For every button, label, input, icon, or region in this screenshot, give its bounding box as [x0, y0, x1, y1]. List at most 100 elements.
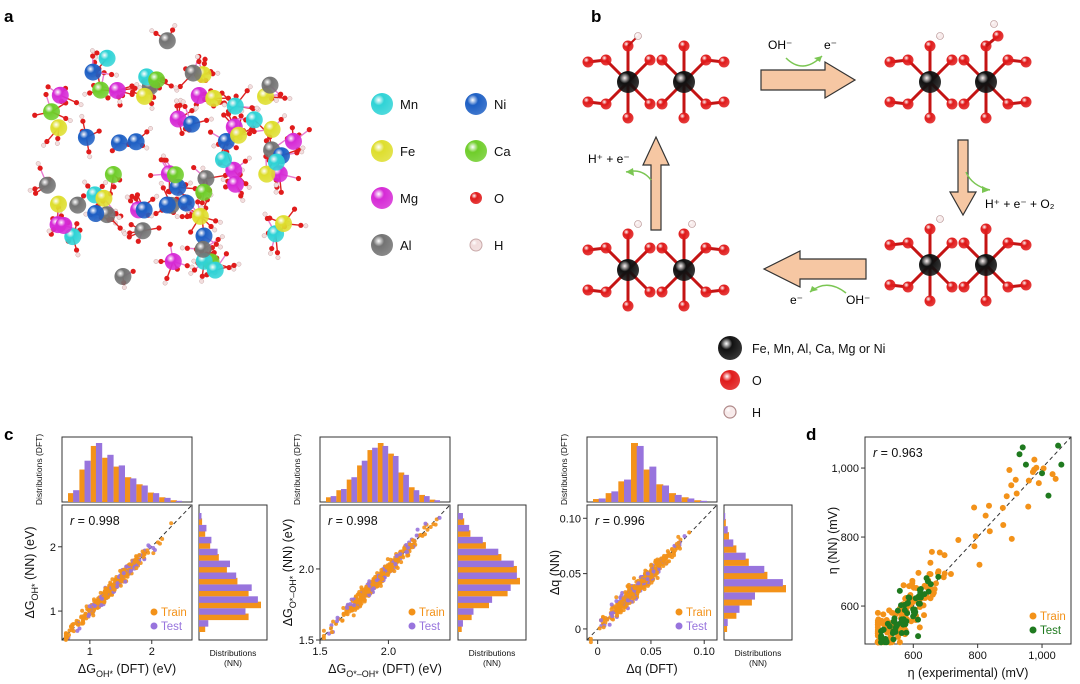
data-point-test	[124, 564, 129, 569]
data-point-train	[632, 586, 637, 591]
correlation-label: r = 0.963	[873, 446, 923, 460]
panel-label-c: c	[4, 425, 13, 444]
oxygen-atom	[289, 125, 295, 131]
oxygen-atom	[32, 186, 38, 192]
oxygen-atom	[1002, 98, 1014, 110]
legend-label-train: Train	[419, 607, 445, 619]
data-point-train	[134, 555, 139, 560]
hist-right-bar-test	[724, 513, 726, 521]
data-point-train	[928, 548, 935, 555]
oxygen-atom	[249, 105, 255, 111]
hydrogen-atom	[180, 99, 186, 105]
data-point-test	[371, 586, 376, 591]
data-point-test	[915, 633, 922, 640]
oxygen-atom	[924, 295, 936, 307]
data-point-test	[398, 552, 403, 557]
data-point-train	[87, 607, 92, 612]
oxygen-atom	[298, 222, 304, 228]
oxygen-atom	[1020, 96, 1032, 108]
oxygen-atom	[153, 210, 159, 217]
data-point-train	[82, 615, 87, 620]
oxygen-atom	[213, 218, 219, 224]
hist-top-bar-train	[618, 481, 626, 502]
hydrogen-atom	[262, 211, 268, 217]
data-point-train	[1025, 503, 1032, 510]
hydrogen-atom	[220, 177, 226, 182]
data-point-train	[359, 587, 364, 592]
hydrogen-atom	[275, 255, 281, 261]
data-point-test	[878, 632, 885, 639]
hist-top-bar-train	[631, 443, 638, 502]
oxygen-atom	[63, 115, 69, 122]
oxygen-atom	[32, 190, 39, 196]
metal-atom	[617, 259, 639, 281]
hydrogen-atom	[300, 145, 306, 151]
legend-label-fe: Fe	[400, 144, 415, 159]
arrow-up	[642, 135, 670, 231]
oxygen-atom	[135, 238, 141, 244]
data-point-test	[1058, 461, 1065, 468]
oxygen-atom	[32, 112, 38, 118]
oxygen-atom	[132, 85, 138, 91]
metal-atom-ni	[169, 178, 187, 196]
x-tick-label: 800	[968, 650, 986, 662]
oxygen-atom	[168, 83, 174, 89]
hist-top-bar-test	[361, 460, 368, 502]
oxygen-atom	[700, 242, 712, 254]
panel-label-b: b	[591, 7, 601, 26]
hist-top-bar-train	[159, 497, 166, 502]
oxygen-atom	[902, 281, 914, 293]
data-point-train	[886, 607, 893, 614]
data-point-train	[388, 562, 393, 567]
data-point-train	[379, 568, 384, 573]
data-point-train	[321, 628, 326, 633]
data-point-test	[374, 578, 379, 583]
metal-atom-mg	[164, 253, 182, 271]
hydrogen-atom	[67, 118, 73, 123]
hist-right-bar-train	[724, 598, 752, 606]
legend-swatch-test	[675, 622, 683, 630]
hydrogen-atom	[46, 228, 52, 234]
oxygen-atom	[195, 199, 201, 205]
data-point-train	[80, 608, 85, 613]
label-h-e-o2: H⁺ + e⁻ + O₂	[985, 197, 1055, 211]
oxygen-atom	[94, 50, 100, 56]
hydrogen-atom	[199, 278, 205, 284]
hist-top-bar-test	[598, 498, 606, 502]
x-tick-label: 1,000	[1028, 650, 1056, 662]
data-point-train	[111, 586, 116, 591]
hist-top-bar-train	[429, 499, 436, 502]
hist-right-bar-train	[724, 545, 737, 553]
data-point-test	[609, 602, 614, 607]
data-point-test	[912, 608, 919, 615]
data-point-train	[373, 575, 378, 580]
oxygen-atom	[700, 54, 712, 66]
hist-right-bar-test	[199, 536, 212, 544]
panel-label-a: a	[4, 7, 14, 26]
metal-atom	[673, 259, 695, 281]
oxygen-atom	[958, 237, 970, 249]
oxygen-atom	[600, 98, 612, 110]
metal-atom-ni	[110, 134, 128, 152]
data-point-train	[976, 561, 983, 568]
data-point-train	[665, 559, 670, 564]
hist-right-bar-train	[724, 624, 728, 632]
data-point-train	[140, 549, 145, 554]
oxygen-atom	[582, 56, 594, 68]
oxygen-atom	[1002, 281, 1014, 293]
oxygen-atom	[199, 273, 205, 279]
hist-right-bar-train	[458, 577, 520, 585]
structure-bottom-right	[884, 215, 1032, 307]
data-point-train	[1052, 475, 1059, 482]
green-arrow-right	[965, 171, 991, 191]
hydrogen-atom	[219, 234, 225, 240]
hist-right-bar-test	[199, 513, 202, 520]
data-point-train	[151, 551, 156, 556]
oxygen-atom	[191, 164, 197, 171]
atom-legend: Fe, Mn, Al, Ca, Mg or Ni O H	[718, 336, 885, 420]
legend-swatch-2	[723, 405, 737, 419]
legend-label-ni: Ni	[494, 97, 506, 112]
data-point-test	[348, 602, 353, 607]
hist-right-bar-train	[458, 613, 472, 621]
data-point-test	[351, 603, 356, 608]
